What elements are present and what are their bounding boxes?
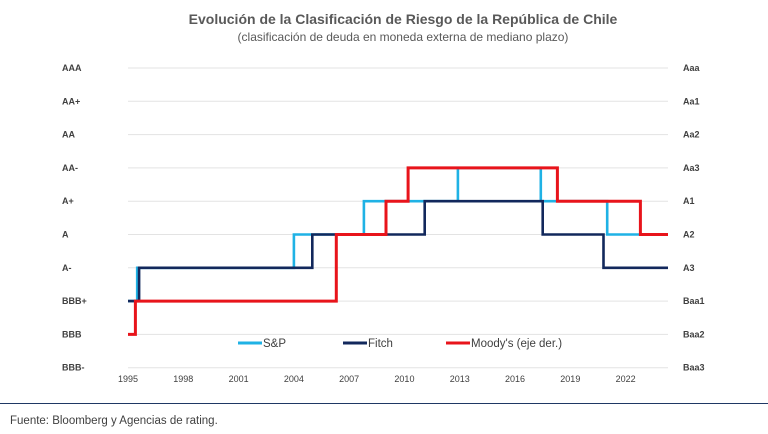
x-tick-label: 2007 [339, 374, 359, 384]
chart-subtitle: (clasificación de deuda en moneda extern… [238, 30, 569, 44]
y-right-tick-label: A3 [683, 263, 695, 273]
y-left-tick-label: BBB+ [62, 296, 87, 306]
y-right-tick-label: Aa2 [683, 130, 700, 140]
y-right-tick-label: A1 [683, 196, 695, 206]
y-left-tick-label: A- [62, 263, 72, 273]
x-tick-label: 2019 [560, 374, 580, 384]
y-right-tick-label: Aa1 [683, 96, 700, 106]
y-left-tick-label: BBB- [62, 363, 85, 373]
y-left-tick-label: A+ [62, 196, 74, 206]
y-right-tick-label: Aaa [683, 63, 701, 73]
y-right-tick-label: A2 [683, 230, 695, 240]
legend-label: Fitch [368, 338, 393, 350]
series-line-moody-s-eje-der [128, 166, 668, 336]
y-right-tick-label: Baa3 [683, 363, 705, 373]
x-tick-label: 1998 [173, 374, 193, 384]
footer-divider [0, 403, 768, 404]
chart-title: Evolución de la Clasificación de Riesgo … [189, 11, 618, 27]
rating-chart: Evolución de la Clasificación de Riesgo … [62, 11, 705, 384]
y-left-tick-label: AA [62, 130, 75, 140]
series-lines [128, 166, 668, 336]
y-left-tick-label: AA+ [62, 96, 80, 106]
x-tick-label: 2004 [284, 374, 304, 384]
gridlines [128, 67, 668, 369]
x-tick-label: 2022 [616, 374, 636, 384]
y-right-tick-label: Baa1 [683, 296, 705, 306]
y-left-tick-label: BBB [62, 329, 82, 339]
legend: S&P Fitch Moody's (eje der.) [238, 338, 562, 350]
legend-label: Moody's (eje der.) [471, 338, 562, 350]
x-tick-label: 2001 [229, 374, 249, 384]
y-left-tick-label: AAA [62, 63, 82, 73]
x-tick-label: 2010 [394, 374, 414, 384]
x-axis: 1995 1998 2001 2004 2007 2010 2013 2016 2019 2022 [118, 374, 636, 384]
x-tick-label: 2016 [505, 374, 525, 384]
source-note: Fuente: Bloomberg y Agencias de rating. [10, 415, 218, 427]
x-tick-label: 2013 [450, 374, 470, 384]
legend-label: S&P [263, 338, 286, 350]
y-left-tick-label: AA- [62, 163, 78, 173]
y-right-tick-label: Baa2 [683, 329, 705, 339]
series-line-fitch [128, 199, 668, 303]
x-tick-label: 1995 [118, 374, 138, 384]
y-axis-right: Aaa Aa1 Aa2 Aa3 A1 A2 A3 Baa1 Baa2 Baa3 [683, 63, 705, 373]
y-left-tick-label: A [62, 230, 69, 240]
y-right-tick-label: Aa3 [683, 163, 700, 173]
